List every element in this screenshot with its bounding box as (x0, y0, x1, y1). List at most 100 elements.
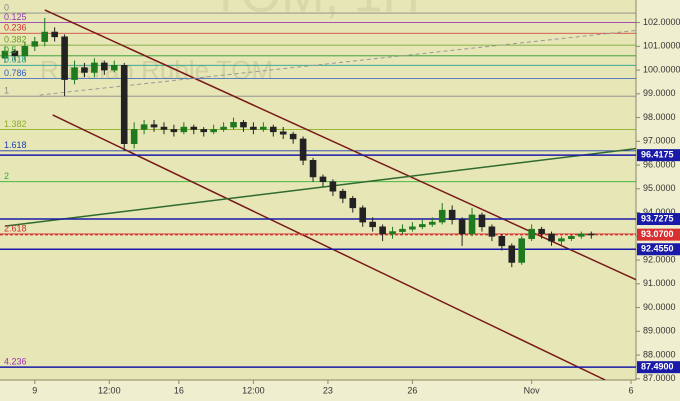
candle-body (51, 31, 58, 38)
candle-body (140, 124, 148, 130)
y-tick-label: 96.0000 (643, 159, 676, 169)
candle-body (61, 36, 68, 80)
fib-level-label: 0.236 (4, 23, 27, 33)
candle-body (200, 129, 208, 133)
price-tag-label: 87.4900 (641, 362, 674, 372)
candle-body (409, 226, 416, 230)
candle-body (260, 126, 267, 130)
candle-body (369, 221, 376, 228)
candle-body (428, 221, 436, 225)
candle-body (41, 31, 49, 42)
candle-body (230, 122, 237, 128)
fib-level-label: 1.382 (4, 119, 27, 129)
candle-body (130, 129, 138, 144)
price-tag (637, 228, 680, 241)
plot-layer (0, 9, 636, 380)
x-tick-label: 16 (174, 385, 184, 395)
candle-body (220, 126, 227, 130)
candle-body (289, 133, 297, 140)
price-tag-label: 93.7275 (641, 213, 674, 223)
candle-body (91, 62, 98, 73)
x-tick-label: 23 (323, 385, 333, 395)
candle-body (11, 50, 19, 57)
candle-body (210, 129, 217, 133)
fib-level-label: 0.786 (4, 68, 27, 78)
candle-body (1, 50, 9, 59)
x-tick-label: Nov (524, 385, 541, 395)
y-tick-label: 100.0000 (643, 64, 680, 74)
candle-body (160, 126, 168, 130)
candle-body (548, 233, 555, 242)
y-tick-label: 102.0000 (643, 17, 680, 27)
candle-body (468, 214, 476, 235)
candle-body (399, 228, 406, 232)
candle-body (339, 190, 347, 199)
candle-body (81, 67, 88, 73)
fib-level-label: 1.618 (4, 140, 27, 150)
candle-body (150, 124, 158, 128)
trend-line (52, 114, 606, 380)
candle-body (558, 238, 565, 242)
y-tick-label: 99.0000 (643, 88, 676, 98)
y-tick-label: 89.0000 (643, 326, 676, 336)
price-tag (637, 213, 680, 226)
axis-layer: 102.0000 101.0000 100.0000 99.0000 98.0000 97… (4, 2, 680, 395)
candle-body (528, 228, 535, 239)
y-tick-label: 90.0000 (643, 302, 676, 312)
candle-body (31, 41, 39, 47)
candle-body (170, 129, 178, 133)
watermark-title: TOM, 1H (210, 0, 420, 24)
x-tick-label: 12:00 (98, 385, 121, 395)
price-tag (637, 243, 680, 256)
fib-level-label: 0.5 (4, 45, 17, 55)
candle-body (389, 231, 396, 235)
candle-body (359, 207, 367, 223)
y-tick-label: 94.0000 (643, 207, 676, 217)
fib-level-label: 4.236 (4, 356, 27, 366)
candle-body (568, 236, 575, 239)
fib-level-label: 0.125 (4, 12, 27, 22)
candle-body (71, 67, 78, 80)
candle-body (120, 65, 128, 144)
candle-body (250, 126, 257, 130)
candle-body (279, 131, 287, 135)
candle-body (458, 219, 466, 235)
x-tick-label: 9 (32, 385, 37, 395)
fib-level-label: 0.382 (4, 35, 27, 45)
trend-line (39, 29, 636, 96)
y-tick-label: 95.0000 (643, 183, 676, 193)
y-tick-label: 98.0000 (643, 112, 676, 122)
candle-body (379, 226, 386, 235)
candle-body (349, 198, 357, 209)
y-tick-label: 97.0000 (643, 136, 676, 146)
price-tag-label: 96.4175 (641, 150, 674, 160)
candle-body (508, 245, 516, 263)
candle-body (190, 126, 198, 130)
price-tag (637, 361, 680, 374)
y-tick-label: 101.0000 (643, 41, 680, 51)
candle-body (498, 236, 506, 247)
fib-level-label: 0 (4, 2, 9, 12)
candle-body (329, 181, 337, 192)
price-tag-label: 93.0700 (641, 229, 674, 239)
y-tick-label: 87.0000 (643, 373, 676, 383)
candle-body (269, 126, 277, 133)
candle-body (319, 176, 327, 182)
fib-level-label: 2 (4, 171, 9, 181)
y-tick-label: 91.0000 (643, 278, 676, 288)
candle-body (299, 138, 307, 161)
candle-body (21, 46, 29, 57)
candle-body (587, 233, 595, 236)
fib-level-label: 0.618 (4, 55, 27, 65)
candle-body (488, 226, 496, 237)
candle-body (478, 214, 486, 228)
price-tag-label: 92.4550 (641, 244, 674, 254)
price-tag (637, 149, 680, 162)
candle-body (180, 126, 188, 133)
fib-level-label: 2.618 (4, 223, 27, 233)
x-tick-label: 12:00 (242, 385, 265, 395)
fib-level-label: 1 (4, 86, 9, 96)
candle-body (110, 65, 118, 71)
